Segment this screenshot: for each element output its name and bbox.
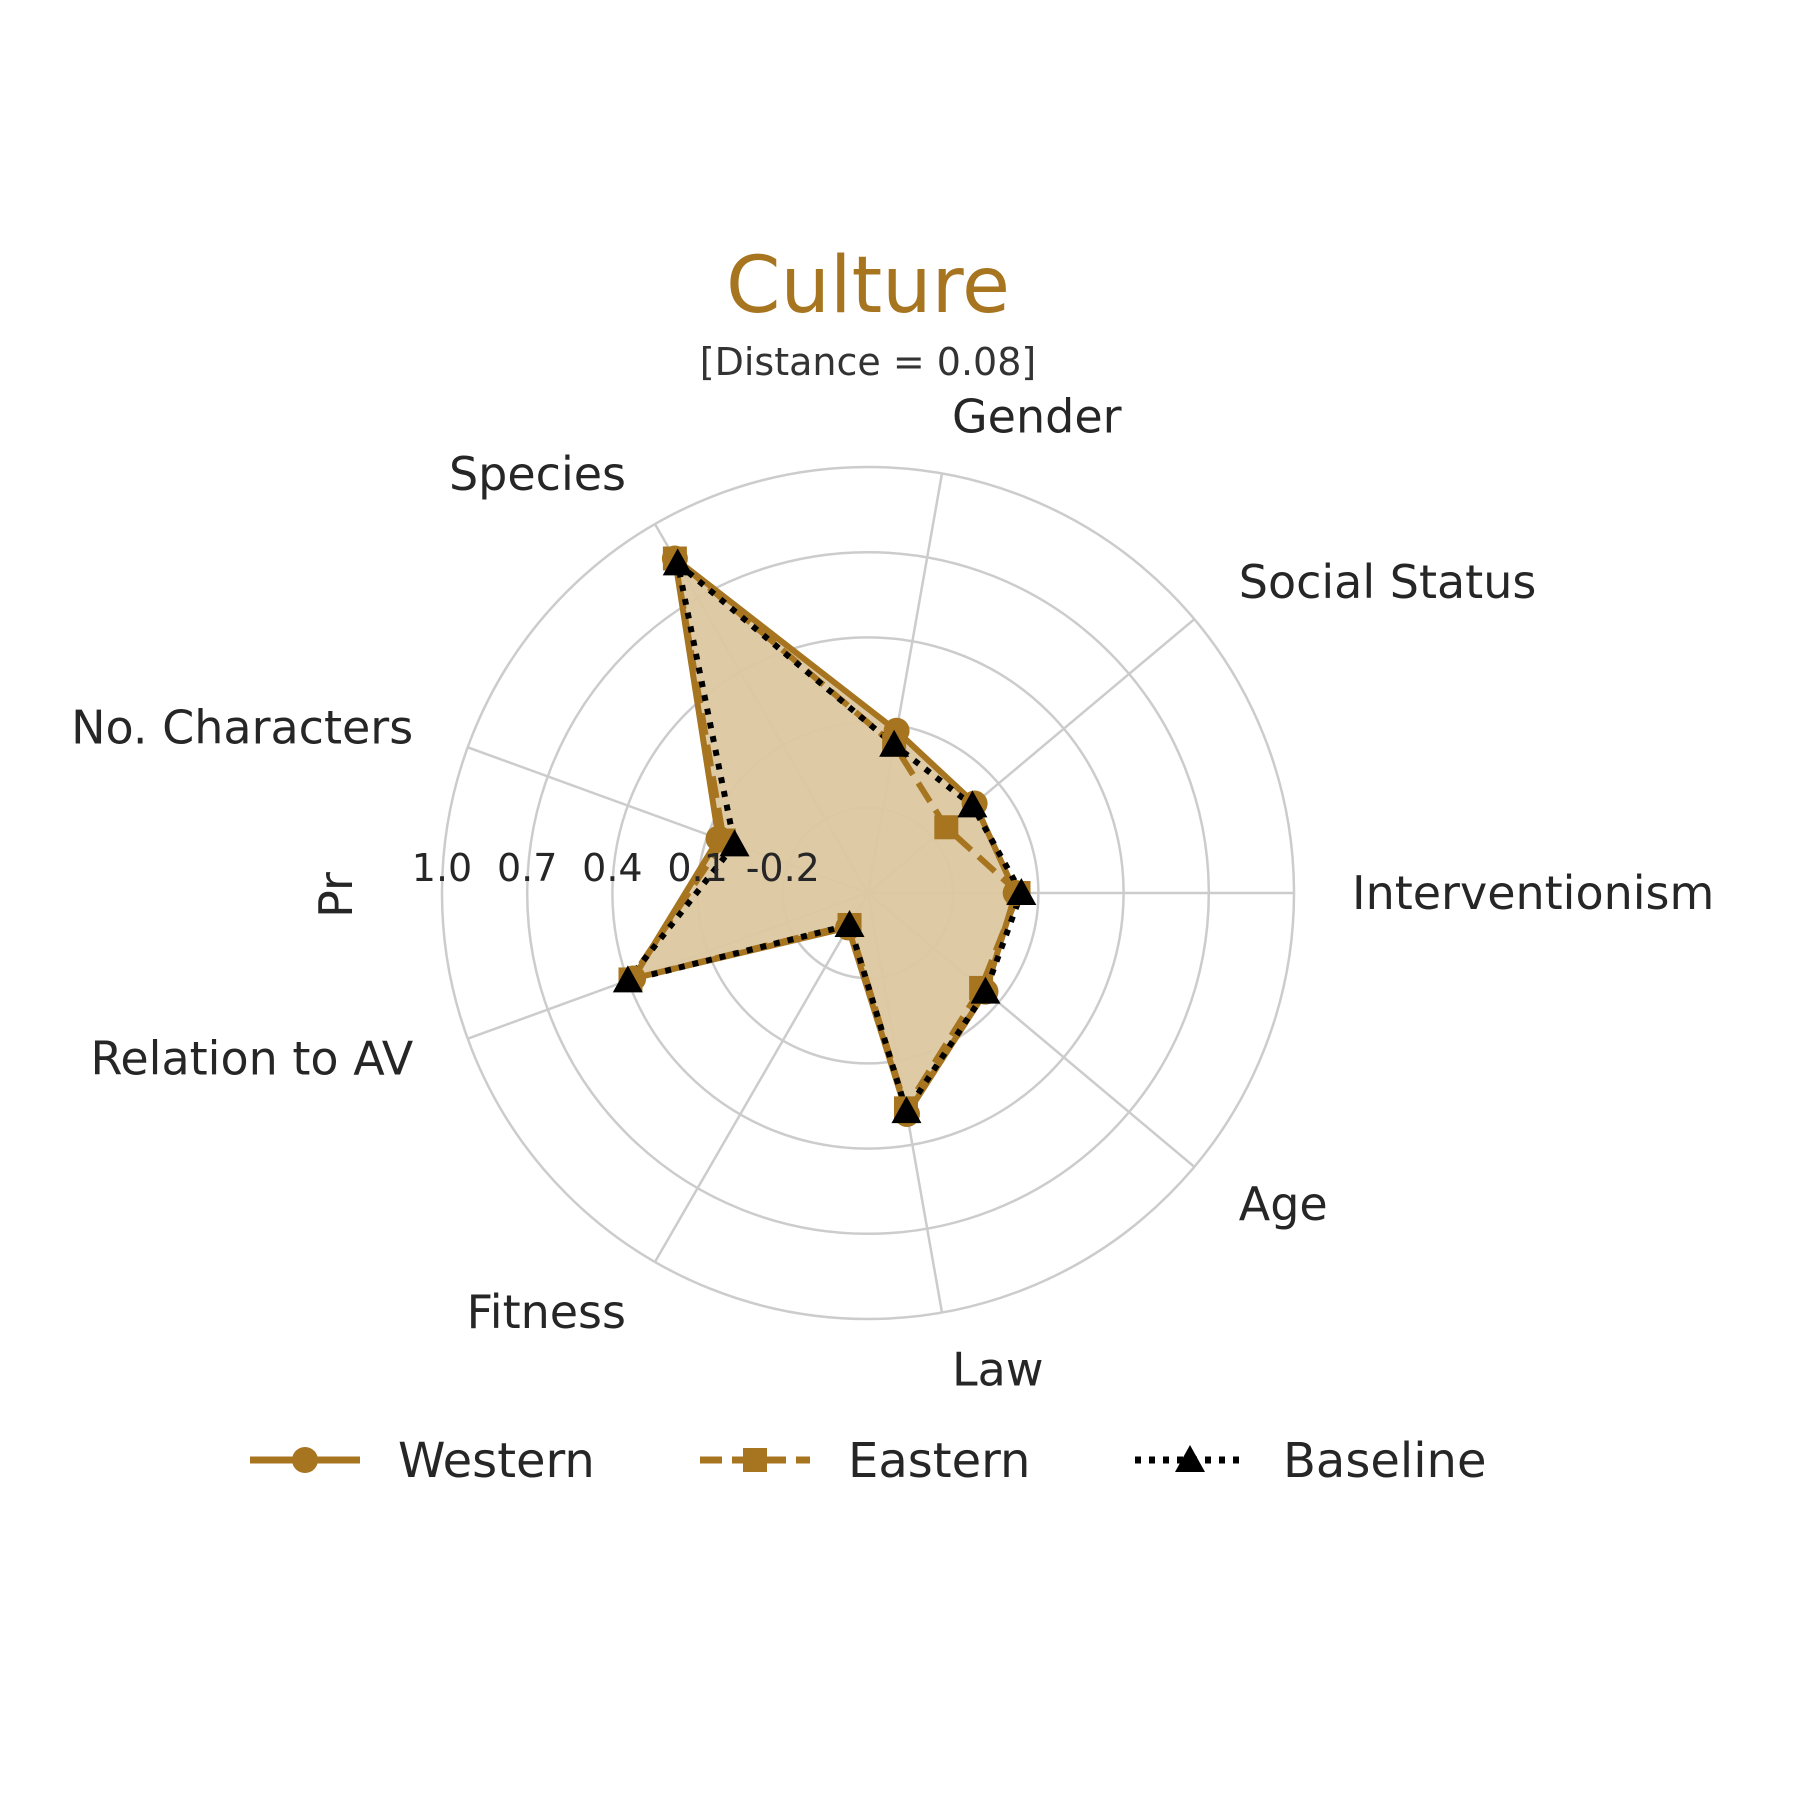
point-baseline: [970, 976, 1001, 1004]
category-label: Age: [1239, 1177, 1328, 1231]
series-markers: [612, 545, 1037, 1127]
point-baseline: [879, 729, 910, 757]
chart-subtitle: [Distance = 0.08]: [700, 340, 1036, 384]
category-label: Gender: [952, 389, 1122, 443]
series-line-eastern: [627, 555, 1022, 1112]
radial-tick-label: -0.2: [746, 846, 820, 890]
legend-label-eastern: Eastern: [848, 1433, 1030, 1489]
category-label: Law: [952, 1343, 1043, 1397]
radial-tick-label: 0.1: [667, 846, 727, 890]
radial-tick-label: 0.7: [497, 846, 557, 890]
point-baseline: [957, 790, 988, 818]
category-label: Relation to AV: [90, 1032, 413, 1086]
legend-marker-western: [292, 1447, 318, 1473]
chart-title: Culture: [726, 241, 1010, 331]
legend: Western Eastern Baseline: [250, 1433, 1487, 1489]
series-line-baseline: [624, 560, 1025, 1115]
y-axis-label: Pr: [309, 872, 363, 918]
category-label: Interventionism: [1352, 866, 1714, 920]
radial-tick-labels: -0.2 0.1 0.4 0.7 1.0: [412, 846, 820, 890]
point-baseline: [662, 548, 693, 576]
legend-label-baseline: Baseline: [1283, 1433, 1487, 1489]
point-eastern: [934, 815, 959, 840]
legend-marker-baseline: [1175, 1445, 1205, 1472]
radial-tick-label: 1.0: [412, 846, 472, 890]
point-baseline: [612, 965, 643, 993]
category-label: Species: [449, 447, 626, 501]
point-baseline: [891, 1096, 922, 1124]
point-baseline: [1006, 878, 1037, 905]
category-label: Social Status: [1239, 555, 1537, 609]
category-label: No. Characters: [71, 700, 413, 754]
series-fill: [633, 558, 1016, 1114]
legend-label-western: Western: [398, 1433, 595, 1489]
legend-marker-eastern: [743, 1448, 767, 1472]
category-labels: Interventionism Social Status Gender Specie…: [71, 389, 1714, 1396]
point-baseline: [834, 909, 865, 937]
series-lines: [624, 555, 1025, 1117]
series-area-western: [633, 558, 1016, 1114]
category-label: Fitness: [467, 1285, 626, 1339]
grid-spoke: [653, 892, 870, 1263]
point-baseline: [719, 829, 750, 857]
radial-tick-label: 0.4: [582, 846, 642, 890]
